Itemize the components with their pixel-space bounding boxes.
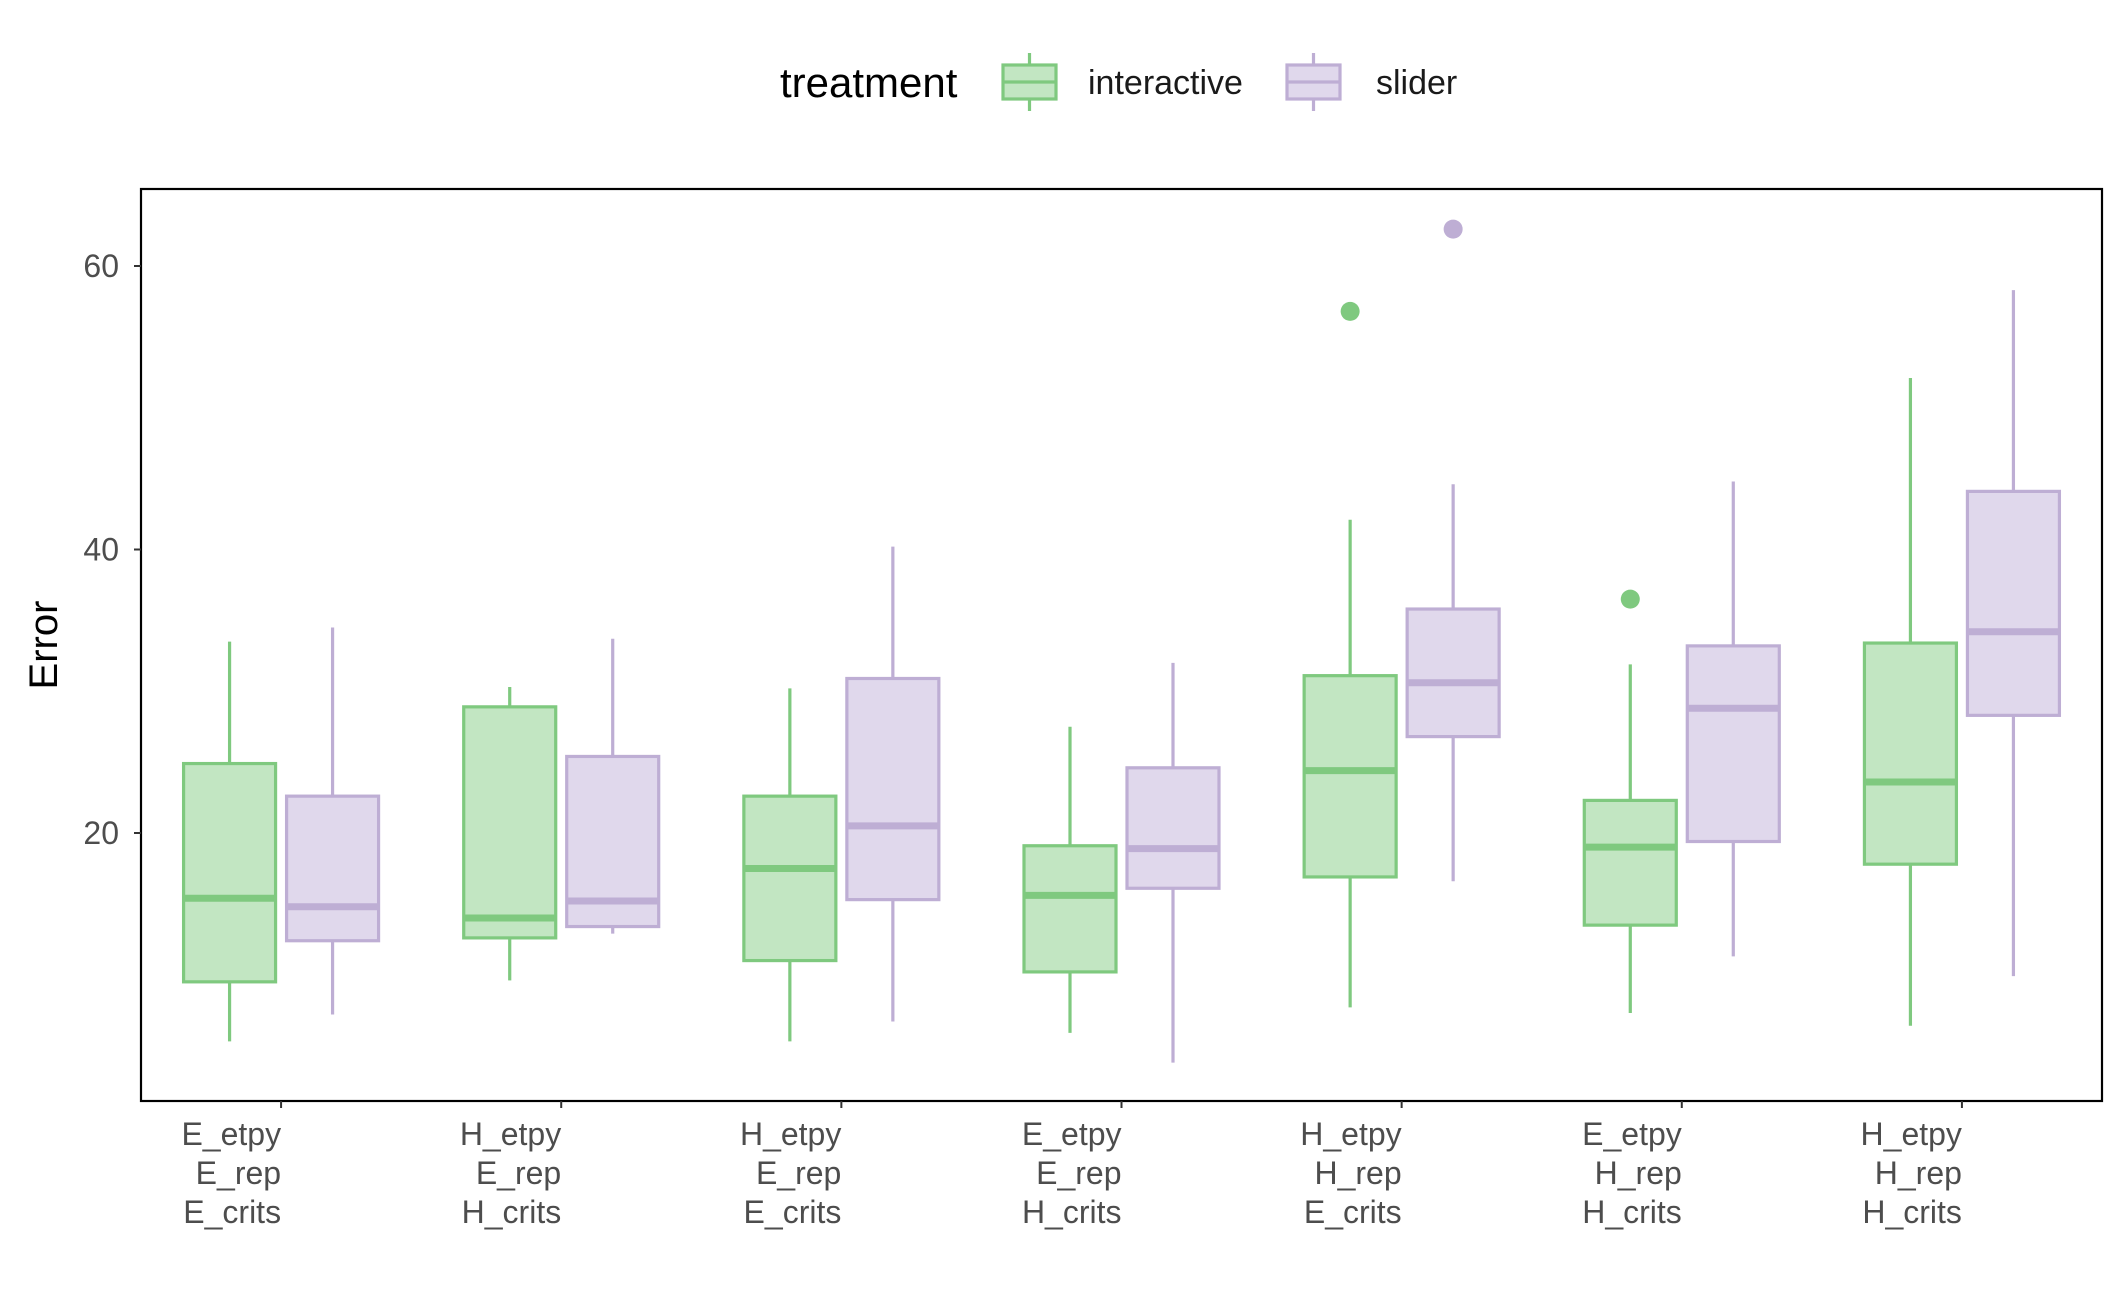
box-iqr xyxy=(1685,644,1781,844)
x-tick-label: H_etpy H_rep E_crits xyxy=(1300,1116,1401,1230)
x-tick-label-line: E_crits xyxy=(183,1194,281,1230)
box-interactive-0 xyxy=(181,641,278,1042)
y-axis: 20 40 60 xyxy=(83,248,141,851)
x-tick-label-line: E_etpy xyxy=(1582,1116,1682,1152)
x-tick-label-line: H_etpy xyxy=(1861,1116,1962,1152)
x-tick-label-line: H_rep xyxy=(1875,1155,1962,1191)
legend-keys: interactive slider xyxy=(1001,53,1457,111)
x-tick-label-line: E_rep xyxy=(756,1155,841,1191)
x-tick-label-line: H_crits xyxy=(1862,1194,1962,1230)
x-tick-label-line: E_etpy xyxy=(1022,1116,1122,1152)
x-tick-label-line: H_crits xyxy=(1582,1194,1682,1230)
x-tick-label: E_etpy E_rep H_crits xyxy=(1022,1116,1122,1230)
legend-label-interactive: interactive xyxy=(1088,64,1243,102)
box-interactive-1 xyxy=(462,686,558,981)
box-iqr xyxy=(1022,844,1118,974)
legend: treatment interactive slider xyxy=(780,53,1457,111)
x-tick-label-line: H_rep xyxy=(1595,1155,1682,1191)
legend-title: treatment xyxy=(780,59,958,106)
legend-key-slider: slider xyxy=(1285,53,1457,111)
x-tick-label-line: H_rep xyxy=(1314,1155,1401,1191)
y-tick-label: 20 xyxy=(83,815,119,851)
x-tick-label-line: H_crits xyxy=(462,1194,562,1230)
panel-border xyxy=(139,187,2104,1103)
outlier-point xyxy=(1340,301,1360,321)
x-tick-label-line: E_rep xyxy=(196,1155,281,1191)
box-iqr xyxy=(1405,607,1501,739)
box-slider-4 xyxy=(1405,219,1501,882)
x-tick-label: E_etpy H_rep H_crits xyxy=(1582,1116,1682,1230)
box-slider-2 xyxy=(845,546,941,1022)
x-tick-label-line: H_etpy xyxy=(1300,1116,1401,1152)
x-tick-label-line: H_etpy xyxy=(460,1116,561,1152)
boxes xyxy=(181,219,2062,1063)
x-tick-label: H_etpy E_rep H_crits xyxy=(460,1116,561,1230)
box-iqr xyxy=(1582,798,1678,927)
x-tick-label-line: E_etpy xyxy=(181,1116,281,1152)
box-iqr xyxy=(181,761,278,984)
x-tick-label-line: H_crits xyxy=(1022,1194,1122,1230)
outlier-point xyxy=(1443,219,1463,239)
y-axis-title: Error xyxy=(22,601,66,690)
legend-label-slider: slider xyxy=(1376,64,1457,102)
box-interactive-2 xyxy=(742,688,838,1042)
box-iqr xyxy=(1302,674,1398,879)
box-interactive-5 xyxy=(1582,589,1678,1014)
legend-key-interactive: interactive xyxy=(1001,53,1243,111)
box-iqr xyxy=(462,705,558,940)
x-tick-label: H_etpy H_rep H_crits xyxy=(1861,1116,1962,1230)
box-iqr xyxy=(284,794,381,943)
box-slider-0 xyxy=(284,627,381,1015)
box-slider-3 xyxy=(1125,662,1221,1063)
box-interactive-4 xyxy=(1302,301,1398,1008)
box-iqr xyxy=(845,676,941,902)
box-interactive-6 xyxy=(1862,377,1959,1026)
box-iqr xyxy=(1125,766,1221,890)
x-tick-label-line: E_rep xyxy=(1036,1155,1121,1191)
plot-area xyxy=(139,187,2104,1103)
y-tick-label: 40 xyxy=(83,532,119,568)
x-tick-label: H_etpy E_rep E_crits xyxy=(740,1116,841,1230)
x-tick-label-line: H_etpy xyxy=(740,1116,841,1152)
box-interactive-3 xyxy=(1022,726,1118,1033)
box-slider-5 xyxy=(1685,481,1781,957)
box-iqr xyxy=(1862,641,1959,866)
y-tick-label: 60 xyxy=(83,248,119,284)
x-tick-label-line: E_rep xyxy=(476,1155,561,1191)
box-slider-6 xyxy=(1965,290,2062,977)
box-iqr xyxy=(742,794,838,963)
outlier-point xyxy=(1620,589,1640,609)
x-tick-label-line: E_crits xyxy=(744,1194,842,1230)
box-iqr xyxy=(1965,489,2062,717)
x-tick-label-line: E_crits xyxy=(1304,1194,1402,1230)
box-slider-1 xyxy=(565,638,661,934)
x-tick-label: E_etpy E_rep E_crits xyxy=(181,1116,281,1230)
